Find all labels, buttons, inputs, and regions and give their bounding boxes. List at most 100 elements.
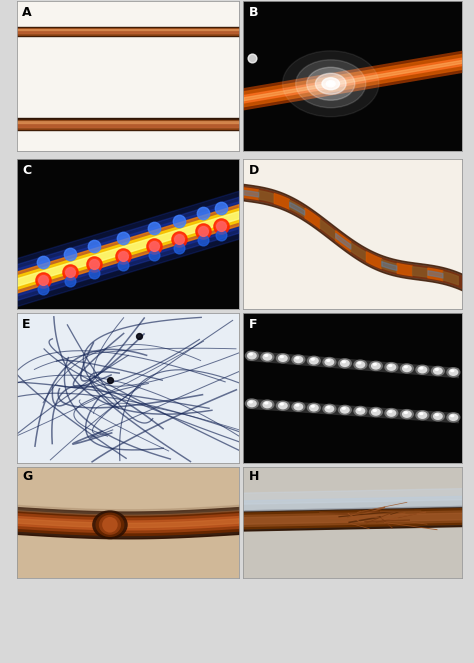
- Point: [135, 330, 143, 341]
- Ellipse shape: [400, 363, 414, 374]
- Point: [175, 233, 182, 244]
- Circle shape: [315, 74, 346, 94]
- Ellipse shape: [357, 361, 362, 365]
- Point: [106, 375, 114, 386]
- Ellipse shape: [322, 404, 337, 414]
- Ellipse shape: [280, 355, 284, 358]
- Ellipse shape: [245, 398, 259, 409]
- Point: [217, 221, 225, 231]
- Ellipse shape: [415, 365, 429, 375]
- Point: [39, 257, 47, 267]
- Point: [175, 233, 182, 244]
- Ellipse shape: [293, 356, 303, 363]
- Text: G: G: [22, 470, 32, 483]
- Ellipse shape: [263, 353, 272, 361]
- Ellipse shape: [448, 414, 458, 421]
- Ellipse shape: [248, 400, 253, 404]
- Ellipse shape: [431, 366, 445, 376]
- Point: [151, 241, 158, 251]
- Point: [119, 233, 127, 243]
- Ellipse shape: [322, 357, 337, 367]
- Ellipse shape: [403, 365, 408, 369]
- Ellipse shape: [342, 407, 346, 410]
- Ellipse shape: [247, 400, 257, 407]
- Point: [200, 226, 207, 237]
- Ellipse shape: [450, 369, 455, 372]
- Ellipse shape: [433, 367, 443, 375]
- Ellipse shape: [402, 365, 412, 372]
- Ellipse shape: [373, 363, 377, 366]
- Ellipse shape: [247, 352, 257, 359]
- Point: [175, 215, 182, 226]
- Point: [248, 53, 255, 64]
- Ellipse shape: [324, 405, 334, 412]
- Ellipse shape: [446, 367, 461, 377]
- Text: B: B: [248, 6, 258, 19]
- Circle shape: [283, 51, 379, 117]
- Ellipse shape: [400, 409, 414, 420]
- Ellipse shape: [248, 353, 253, 356]
- Point: [91, 259, 98, 270]
- Ellipse shape: [431, 411, 445, 422]
- Ellipse shape: [435, 368, 439, 371]
- Ellipse shape: [102, 517, 118, 532]
- Ellipse shape: [310, 358, 315, 361]
- Ellipse shape: [419, 367, 423, 370]
- Ellipse shape: [260, 352, 274, 362]
- Text: C: C: [22, 164, 31, 176]
- Ellipse shape: [95, 512, 124, 537]
- Ellipse shape: [418, 412, 428, 419]
- Ellipse shape: [369, 407, 383, 417]
- Ellipse shape: [245, 351, 259, 361]
- Ellipse shape: [276, 353, 290, 363]
- Point: [151, 250, 158, 261]
- Point: [119, 251, 127, 261]
- Ellipse shape: [384, 362, 399, 373]
- Ellipse shape: [403, 411, 408, 414]
- Point: [91, 241, 98, 252]
- Ellipse shape: [307, 355, 321, 366]
- Circle shape: [322, 78, 339, 90]
- Ellipse shape: [356, 407, 365, 415]
- Ellipse shape: [371, 408, 381, 416]
- Ellipse shape: [388, 364, 392, 367]
- Ellipse shape: [278, 355, 288, 362]
- Ellipse shape: [309, 404, 319, 412]
- Ellipse shape: [356, 361, 365, 369]
- Text: F: F: [248, 318, 257, 331]
- Point: [66, 249, 74, 259]
- Point: [151, 241, 158, 251]
- Point: [200, 235, 207, 246]
- Ellipse shape: [386, 363, 396, 371]
- Ellipse shape: [291, 354, 305, 365]
- Point: [39, 274, 47, 285]
- Point: [91, 268, 98, 278]
- Ellipse shape: [386, 409, 396, 417]
- Ellipse shape: [260, 399, 274, 410]
- Ellipse shape: [340, 359, 350, 367]
- Ellipse shape: [342, 361, 346, 363]
- Point: [217, 203, 225, 213]
- Ellipse shape: [326, 406, 330, 409]
- Ellipse shape: [353, 406, 367, 416]
- Text: H: H: [248, 470, 259, 483]
- Point: [119, 259, 127, 270]
- Ellipse shape: [324, 358, 334, 366]
- Ellipse shape: [307, 402, 321, 413]
- Point: [175, 243, 182, 253]
- Ellipse shape: [326, 359, 330, 362]
- Ellipse shape: [291, 402, 305, 412]
- Point: [66, 267, 74, 277]
- Ellipse shape: [371, 362, 381, 370]
- Ellipse shape: [338, 404, 352, 415]
- Ellipse shape: [295, 357, 300, 359]
- Point: [91, 259, 98, 270]
- Ellipse shape: [276, 400, 290, 411]
- Point: [119, 251, 127, 261]
- Ellipse shape: [92, 511, 128, 539]
- Point: [151, 223, 158, 233]
- Ellipse shape: [373, 409, 377, 412]
- Circle shape: [307, 67, 355, 100]
- Ellipse shape: [402, 410, 412, 418]
- Ellipse shape: [309, 357, 319, 365]
